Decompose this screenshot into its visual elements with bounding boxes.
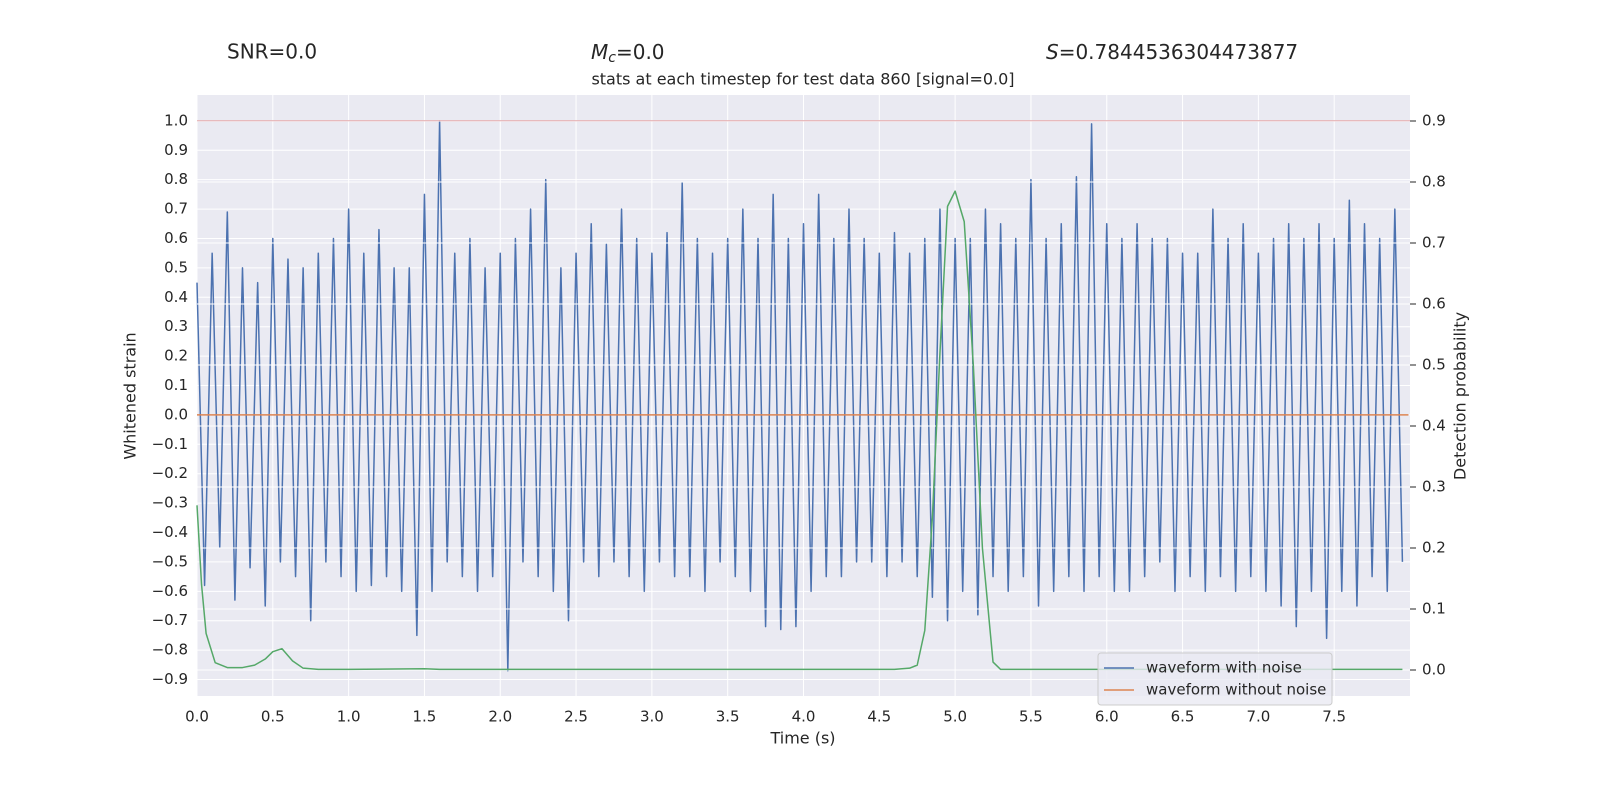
series-line (196, 120, 1404, 672)
y-tick-label: −0.1 (152, 435, 188, 453)
y-tick-label: −0.7 (152, 611, 188, 629)
legend-label: waveform without noise (1146, 681, 1326, 699)
y-tick-label: −0.2 (152, 464, 188, 482)
y2-tick-label: 0.6 (1422, 294, 1446, 312)
y-tick-label: 0.4 (164, 288, 188, 306)
y2-axis-label: Detection probability (1451, 312, 1470, 480)
x-axis-label: Time (s) (769, 729, 835, 748)
y-axis-label: Whitened strain (121, 332, 140, 459)
annotation: S=0.7844536304473877 (1046, 40, 1298, 64)
annotation-symbol: S (1046, 40, 1059, 64)
y-tick-label: −0.5 (152, 552, 188, 570)
x-tick-label: 3.5 (716, 708, 740, 726)
annotation-text: =0.0 (616, 40, 665, 64)
y2-tick-label: 0.7 (1422, 233, 1446, 251)
x-tick-label: 1.5 (413, 708, 437, 726)
legend: waveform with noise waveform without nois… (1097, 652, 1333, 706)
y2-tick-label: 0.0 (1422, 661, 1446, 679)
y-tick-label: 0.2 (164, 347, 188, 365)
x-tick-label: 2.5 (564, 708, 588, 726)
grid (197, 120, 1410, 671)
y2-tick-label: 0.2 (1422, 539, 1446, 557)
y-tick-label: 0.7 (164, 200, 188, 218)
y2-tick-label: 0.1 (1422, 600, 1446, 618)
y2-tick-label: 0.9 (1422, 111, 1446, 129)
x-tick-label: 4.0 (792, 708, 816, 726)
y-tick-label: −0.9 (152, 670, 188, 688)
y-tick-label: 0.1 (164, 376, 188, 394)
y-tick-label: −0.4 (152, 523, 188, 541)
series-line (196, 190, 1403, 671)
x-tick-label: 5.5 (1019, 708, 1043, 726)
y-tick-label: 0.9 (164, 141, 188, 159)
y2-tick-label: 0.8 (1422, 172, 1446, 190)
x-tick-label: 0.5 (261, 708, 285, 726)
y-tick-label: 0.0 (164, 405, 188, 423)
y-tick-label: 1.0 (164, 111, 188, 129)
y-tick-label: 0.8 (164, 170, 188, 188)
x-tick-label: 1.0 (337, 708, 361, 726)
legend-label: waveform with noise (1146, 659, 1302, 677)
x-tick-label: 2.0 (488, 708, 512, 726)
x-tick-label: 3.0 (640, 708, 664, 726)
y2-tick-label: 0.3 (1422, 478, 1446, 496)
y-tick-label: −0.6 (152, 582, 188, 600)
annotation: Mc=0.0 (591, 40, 665, 67)
x-tick-label: 7.0 (1246, 708, 1270, 726)
series-layer (196, 190, 1403, 671)
annotation-subscript: c (608, 50, 616, 66)
annotation-text: =0.7844536304473877 (1059, 40, 1298, 64)
x-tick-label: 6.0 (1095, 708, 1119, 726)
x-tick-label: 0.0 (185, 708, 209, 726)
x-tick-label: 4.5 (867, 708, 891, 726)
x-tick-label: 7.5 (1322, 708, 1346, 726)
x-tick-label: 5.0 (943, 708, 967, 726)
x-tick-label: 6.5 (1171, 708, 1195, 726)
y-tick-label: 0.6 (164, 229, 188, 247)
legend-box (1097, 652, 1333, 706)
chart-title: stats at each timestep for test data 860… (591, 70, 1014, 89)
annotation: SNR=0.0 (227, 40, 317, 64)
annotation-symbol: M (591, 40, 608, 64)
y-tick-label: 0.3 (164, 317, 188, 335)
y-tick-label: −0.8 (152, 641, 188, 659)
axes: 0.0 0.5 1.0 1.5 2.0 2.5 3.0 3.5 4.0 4.5 5.0 5.5 6.0 6… (152, 111, 1446, 725)
y-tick-label: −0.3 (152, 494, 188, 512)
y-tick-label: 0.5 (164, 258, 188, 276)
y2-tick-label: 0.4 (1422, 417, 1446, 435)
y2-tick-label: 0.5 (1422, 355, 1446, 373)
